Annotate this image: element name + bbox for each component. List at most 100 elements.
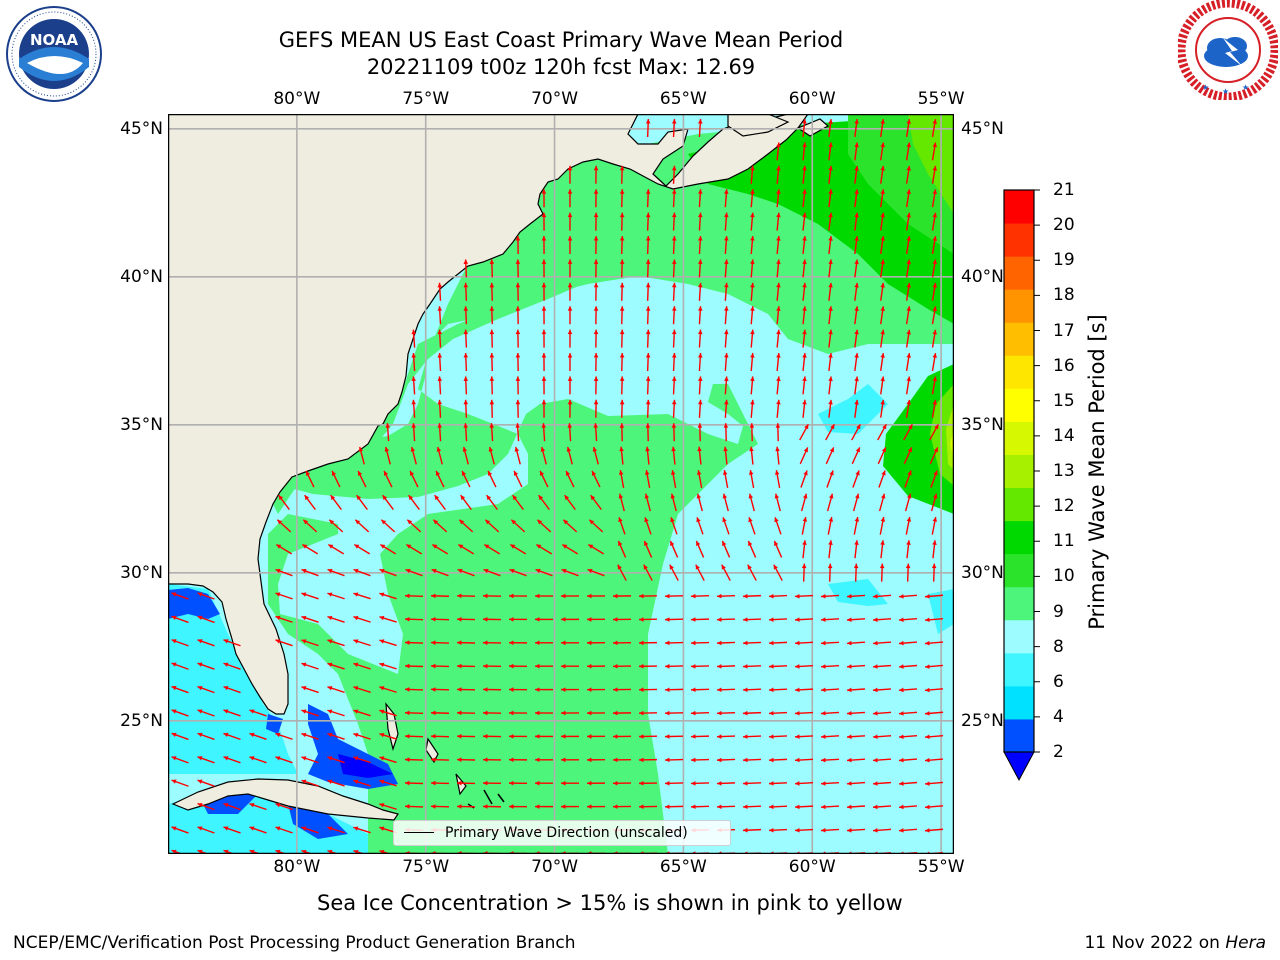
wave-arrow — [541, 306, 547, 325]
wave-arrow — [645, 423, 651, 442]
wave-arrow — [539, 470, 549, 488]
wave-arrow — [171, 732, 189, 741]
wave-arrow — [249, 709, 267, 717]
wave-arrow — [852, 470, 860, 488]
wave-arrow — [750, 352, 755, 372]
wave-arrow — [664, 804, 684, 809]
wave-arrow — [698, 306, 703, 325]
wave-arrow — [354, 519, 370, 533]
wave-arrow — [489, 259, 495, 278]
wave-arrow — [171, 756, 189, 764]
wave-arrow — [878, 493, 886, 512]
wave-arrow — [794, 827, 814, 833]
wave-arrow — [489, 376, 495, 395]
wave-arrow — [670, 493, 677, 512]
wave-arrow — [541, 352, 547, 372]
wave-arrow — [456, 780, 476, 786]
wave-arrow — [404, 640, 424, 645]
wave-arrow — [560, 734, 580, 739]
wave-arrow — [593, 352, 599, 372]
wave-arrow — [671, 212, 677, 231]
wave-arrow — [278, 494, 290, 511]
wave-arrow — [854, 165, 859, 184]
wave-arrow — [723, 446, 728, 465]
wave-arrow — [898, 617, 918, 623]
x-tick-top: 70°W — [531, 89, 579, 109]
colorbar-label: Primary Wave Mean Period [s] — [1085, 314, 1109, 630]
wave-arrow — [463, 329, 469, 348]
wave-arrow — [828, 352, 833, 372]
wave-arrow — [508, 710, 528, 716]
wave-arrow — [512, 494, 524, 511]
wave-arrow — [794, 734, 814, 739]
wave-arrow — [802, 282, 807, 301]
wave-arrow — [197, 592, 215, 600]
wave-arrow — [593, 189, 599, 208]
wave-arrow — [197, 756, 215, 764]
wave-arrow — [489, 352, 495, 372]
wave-arrow — [671, 118, 677, 138]
wave-arrow — [776, 212, 781, 231]
wave-arrow — [612, 617, 632, 622]
wave-arrow — [301, 686, 319, 694]
colorbar-segment — [1004, 685, 1034, 720]
wave-arrow — [846, 617, 866, 622]
wave-arrow — [905, 352, 911, 372]
wave-arrow — [880, 282, 885, 301]
wave-arrow — [716, 617, 736, 622]
wave-arrow — [619, 423, 625, 442]
wave-arrow — [742, 710, 762, 716]
land-cuba — [171, 778, 399, 821]
wave-arrow — [794, 781, 814, 786]
colorbar-segment — [1004, 421, 1034, 455]
wave-arrow — [898, 804, 918, 810]
wave-arrow — [879, 563, 885, 582]
wave-arrow — [880, 235, 885, 255]
wave-arrow — [618, 470, 625, 488]
wave-arrow — [353, 709, 371, 717]
wave-arrow — [411, 376, 416, 395]
wave-arrow — [905, 118, 911, 138]
wave-arrow — [854, 376, 859, 395]
colorbar-segment — [1004, 256, 1034, 290]
wave-arrow — [541, 212, 547, 231]
wave-arrow — [799, 423, 809, 441]
wave-arrow — [489, 423, 494, 442]
wave-arrow — [612, 710, 632, 716]
colorbar-segment — [1004, 454, 1034, 489]
wave-arrow — [567, 212, 573, 231]
wave-arrow — [486, 494, 498, 511]
x-tick-bottom: 60°W — [788, 857, 836, 877]
wave-arrow — [593, 399, 599, 418]
svg-text:★: ★ — [1202, 83, 1209, 92]
wave-arrow — [437, 282, 443, 301]
wave-arrow — [820, 734, 840, 739]
wave-arrow — [586, 734, 606, 739]
wave-arrow — [171, 779, 189, 787]
wave-arrow — [750, 376, 755, 395]
wave-arrow — [593, 329, 599, 348]
wave-arrow — [774, 470, 781, 488]
wave-arrow — [405, 568, 423, 577]
wave-arrow — [430, 593, 450, 599]
wave-arrow — [722, 470, 729, 488]
wave-arrow — [379, 568, 397, 577]
wave-arrow — [463, 399, 469, 418]
wave-arrow — [275, 543, 293, 555]
wave-arrow — [327, 615, 345, 623]
wave-arrow — [638, 710, 658, 716]
wave-arrow — [924, 804, 944, 810]
wave-arrow — [768, 593, 788, 599]
wave-arrow — [249, 802, 267, 811]
wave-arrow — [645, 446, 650, 465]
wave-arrow — [724, 259, 729, 278]
wave-arrow — [515, 423, 520, 442]
wave-arrow — [776, 399, 781, 418]
wave-arrow — [562, 519, 578, 533]
wave-arrow — [671, 306, 677, 325]
wave-arrow — [802, 306, 807, 325]
wave-arrow — [379, 543, 397, 555]
wave-arrow — [483, 543, 501, 555]
wave-arrow — [690, 617, 710, 622]
wave-arrow — [590, 494, 602, 511]
